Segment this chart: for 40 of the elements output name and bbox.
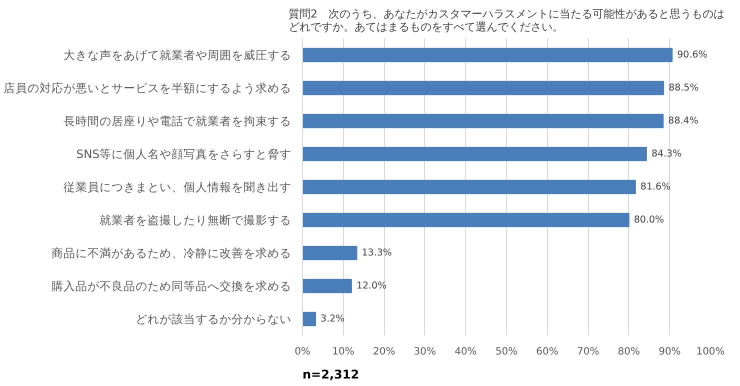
- data-label: 12.0%: [356, 280, 387, 292]
- y-tick-label: 商品に不満があるため、冷静に改善を求める: [52, 246, 292, 260]
- data-label: 90.6%: [677, 50, 708, 60]
- x-tick-label: 40%: [454, 346, 477, 358]
- x-tick-label: 90%: [658, 346, 681, 358]
- y-tick-label: 購入品が不良品のため同等品へ交換を求める: [52, 279, 292, 293]
- x-tick-label: 60%: [536, 346, 558, 358]
- bar: [302, 212, 630, 228]
- data-label: 81.6%: [640, 182, 671, 192]
- y-tick-label: 就業者を盗撮したり無断で撮影する: [100, 213, 292, 227]
- x-tick-label: 0%: [294, 346, 310, 358]
- x-tick-label: 10%: [332, 346, 354, 358]
- bar: [302, 312, 316, 326]
- data-label: 13.3%: [362, 248, 392, 258]
- y-tick-label: 従業員につきまとい、個人情報を聞き出す: [64, 180, 292, 194]
- bar: [302, 278, 352, 294]
- x-tick-label: 100%: [696, 346, 725, 358]
- x-tick-label: 30%: [414, 346, 436, 358]
- bar: [302, 114, 664, 128]
- x-tick-label: 50%: [495, 346, 518, 358]
- text: n=2,312: [302, 368, 360, 382]
- y-tick-label: どれが該当するか分からない: [136, 312, 292, 326]
- y-tick-label: 店員の対応が悪いとサービスを半額にするよう求める: [4, 81, 292, 95]
- bar: [302, 48, 673, 62]
- y-tick-label: 大きな声をあげて就業者や周囲を威圧する: [64, 48, 292, 62]
- y-tick-label: 長時間の居座りや電話で就業者を拘束する: [64, 114, 292, 128]
- bar: [302, 246, 358, 260]
- data-label: 88.4%: [668, 116, 698, 126]
- bar: [302, 80, 664, 96]
- x-tick-label: 20%: [372, 346, 396, 358]
- x-tick-label: 80%: [618, 346, 640, 358]
- data-label: 80.0%: [634, 214, 664, 226]
- data-label: 84.3%: [651, 148, 682, 160]
- chart-title: 質問2 次のうち、あなたがカスタマーハラスメントに当たる可能性があると思うものはどれですか。あてはまるものをすべて選んでください。: [288, 8, 724, 34]
- bar: [302, 180, 636, 194]
- data-label: 3.2%: [320, 314, 345, 324]
- y-tick-label: SNS等に個人名や顔写真をさらすと脅す: [76, 147, 292, 161]
- bar: [302, 146, 647, 162]
- data-label: 88.5%: [668, 82, 699, 94]
- x-tick-label: 70%: [576, 346, 600, 358]
